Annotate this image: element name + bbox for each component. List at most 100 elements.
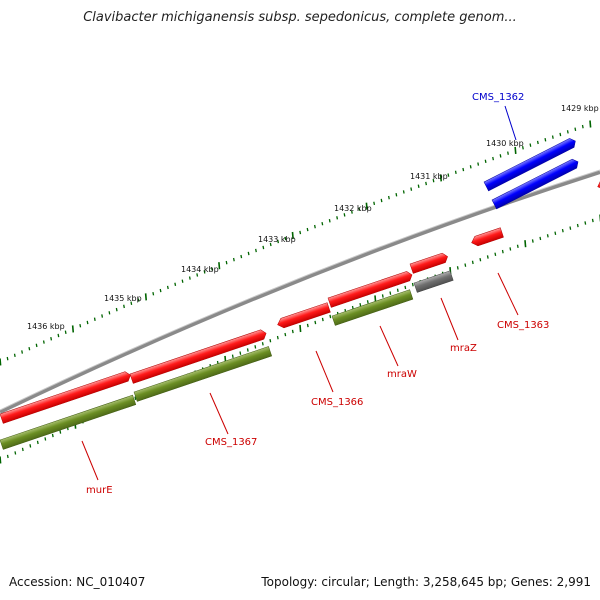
ruler-tick (439, 174, 443, 182)
reverse-strand-features (0, 270, 454, 450)
ruler-tick (261, 342, 264, 346)
ruler-tick (299, 324, 302, 333)
ruler-tick (50, 337, 53, 341)
ruler-tick (276, 335, 279, 340)
gene-label-CMS_1362[interactable]: CMS_1362 (472, 92, 524, 103)
ruler-tick (321, 317, 324, 322)
ruler-tick (343, 213, 346, 217)
ruler-tick (328, 219, 331, 223)
ruler-tick (554, 231, 557, 235)
ruler-tick (329, 314, 332, 319)
ruler-label: 1431 kbp (410, 172, 448, 181)
ruler-tick (462, 167, 465, 172)
ruler-tick (115, 307, 118, 312)
ruler-tick (29, 444, 32, 448)
ruler-tick (589, 120, 592, 128)
gene-label-CMS_1367[interactable]: CMS_1367 (205, 437, 257, 448)
ruler-tick (529, 143, 532, 147)
ruler-tick (516, 244, 519, 249)
genome-backbone-highlight (0, 169, 600, 411)
ruler-label: 1435 kbp (104, 294, 142, 303)
gene-arrow-CMS_1367[interactable] (129, 328, 268, 384)
gene-arrow-offscreen[interactable] (596, 174, 600, 191)
ruler-tick (591, 218, 594, 223)
ruler-tick (509, 247, 512, 251)
ruler-tick (507, 151, 509, 155)
ruler-tick (306, 323, 309, 328)
ruler-tick (225, 260, 228, 265)
gene-arrow-CMS_1363[interactable] (470, 227, 504, 248)
gene-label-mraZ[interactable]: mraZ (450, 343, 477, 354)
ruler-tick (255, 248, 257, 253)
ruler-tick (210, 267, 213, 271)
ruler-tick (6, 454, 9, 459)
ruler-tick (492, 156, 495, 161)
outer-tick-ruler (0, 120, 592, 366)
ruler-tick (231, 354, 234, 358)
ruler-tick (521, 146, 524, 150)
ruler-tick (269, 242, 272, 247)
gene-arrow-mraW[interactable] (327, 270, 414, 308)
gene-label-CMS_1366[interactable]: CMS_1366 (311, 397, 363, 408)
gene-bar-mraZ[interactable] (413, 270, 454, 293)
ruler-tick (561, 228, 564, 233)
gene-arrow-mraZ[interactable] (409, 252, 449, 274)
ruler-tick (277, 239, 279, 244)
ruler-tick (144, 293, 148, 301)
ruler-tick (240, 254, 243, 259)
ruler-tick (544, 138, 547, 142)
ruler-tick (531, 239, 534, 243)
ruler-tick (269, 338, 272, 343)
ruler-tick (425, 181, 427, 186)
ruler-tick (137, 298, 140, 302)
ruler-tick (454, 170, 457, 175)
gene-arrow-murE[interactable] (0, 370, 132, 424)
ruler-tick (246, 348, 249, 352)
leader-line-CMS_1362 (504, 105, 517, 141)
ruler-tick (469, 165, 472, 169)
gene-bar-CMS_1367[interactable] (133, 346, 273, 402)
ruler-tick (299, 230, 302, 235)
ruler-tick (314, 224, 316, 229)
ruler-tick (218, 262, 221, 270)
ruler-tick (336, 216, 339, 220)
gene-arrow-CMS_1366[interactable] (276, 302, 331, 330)
genome-backbone (0, 170, 600, 414)
gene-arrow-CMS_1362[interactable] (483, 137, 578, 192)
ruler-tick (388, 195, 390, 200)
gene-bar-mraW[interactable] (331, 289, 414, 326)
gene-label-mraW[interactable]: mraW (387, 369, 417, 380)
ruler-tick (79, 323, 82, 328)
gene-label-murE[interactable]: murE (86, 485, 113, 496)
leader-line-mraW (379, 325, 399, 367)
ruler-tick (152, 291, 155, 296)
leader-line-murE (81, 440, 99, 481)
gene-labels: CMS_1362 CMS_1363 mraZ mraW CMS_1366 CMS… (81, 92, 549, 496)
ruler-tick (373, 201, 376, 206)
ruler-tick (28, 346, 31, 351)
ruler-tick (51, 433, 54, 438)
ruler-tick (404, 285, 407, 290)
ruler-tick (432, 178, 435, 183)
ruler-tick (196, 273, 199, 277)
ruler-label: 1430 kbp (486, 139, 524, 148)
ruler-label: 1436 kbp (27, 322, 65, 331)
ruler-tick (0, 456, 2, 464)
gene-bar-murE[interactable] (0, 394, 137, 450)
ruler-tick (471, 260, 474, 265)
map-title: Clavibacter michiganensis subsp. sepedon… (83, 10, 517, 25)
ruler-tick (14, 451, 17, 455)
leader-line-CMS_1367 (209, 392, 229, 435)
ruler-tick (358, 207, 361, 211)
leader-line-CMS_1366 (315, 350, 334, 393)
ruler-tick (486, 255, 489, 259)
ruler-tick (101, 314, 104, 318)
ruler-tick (499, 154, 502, 158)
gene-label-CMS_1363[interactable]: CMS_1363 (497, 320, 549, 331)
ruler-tick (411, 282, 414, 287)
ruler-labels: 1429 kbp 1430 kbp 1431 kbp 1432 kbp 1433… (27, 104, 599, 331)
ruler-label: 1434 kbp (181, 265, 219, 274)
ruler-tick (254, 345, 257, 349)
ruler-tick (410, 187, 413, 191)
gene-arrow-CMS_1362-forward[interactable] (491, 157, 580, 210)
